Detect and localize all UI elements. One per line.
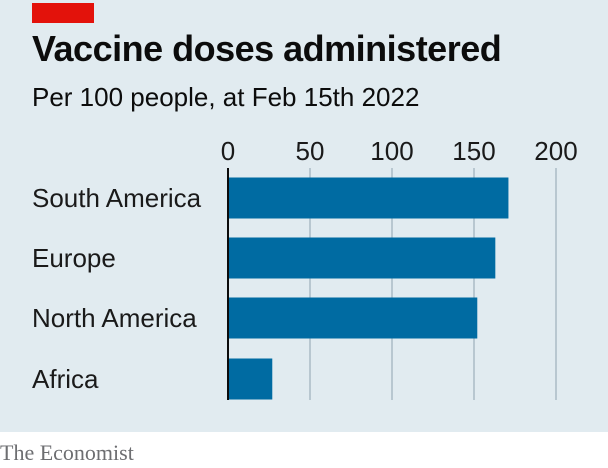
x-tick-label: 200	[534, 136, 577, 166]
chart-title: Vaccine doses administered	[32, 28, 502, 69]
bars	[228, 177, 509, 400]
tick-labels: 0 50 100 150 200	[221, 136, 578, 166]
x-tick-label: 0	[221, 136, 235, 166]
chart-subtitle: Per 100 people, at Feb 15th 2022	[32, 82, 420, 112]
bar	[228, 177, 509, 219]
bar	[228, 358, 273, 400]
bar	[228, 297, 478, 339]
x-tick-label: 150	[452, 136, 495, 166]
category-label: North America	[32, 303, 197, 333]
bar-chart: 0 50 100 150 200 South America Europe North Am…	[32, 136, 578, 400]
brand-tag	[32, 3, 94, 23]
category-label: South America	[32, 183, 202, 213]
category-label: Europe	[32, 243, 116, 273]
category-labels: South America Europe North America Africa	[32, 183, 202, 394]
x-tick-label: 100	[370, 136, 413, 166]
category-label: Africa	[32, 364, 99, 394]
bar	[228, 237, 496, 279]
source-label: The Economist	[0, 440, 134, 465]
x-tick-label: 50	[296, 136, 325, 166]
